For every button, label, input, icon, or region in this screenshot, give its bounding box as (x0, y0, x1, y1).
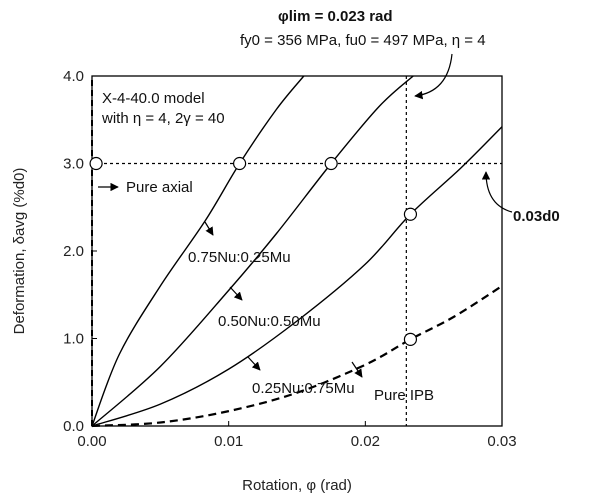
series-025nu-075mu (91, 126, 503, 427)
x-tick-label: 0.00 (77, 433, 106, 450)
y-tick-label: 1.0 (63, 331, 84, 348)
arrow-phi-lim (414, 53, 453, 100)
model-label-line2: with η = 4, 2γ = 40 (101, 110, 225, 127)
arrow-050 (229, 286, 243, 301)
x-tick-label: 0.01 (214, 433, 243, 450)
model-label-line1: X-4-40.0 model (102, 90, 205, 107)
y-tick-label: 0.0 (63, 418, 84, 435)
intersection-markers (89, 156, 418, 346)
marker-point (403, 332, 418, 346)
series-pure-ipb (91, 285, 503, 428)
series-075nu-025mu (91, 75, 305, 427)
marker-point (233, 156, 247, 171)
y-tick-label: 4.0 (63, 68, 84, 85)
y-axis-ticks: 0.0 1.0 2.0 3.0 4.0 (63, 68, 97, 435)
label-025: 0.25Nu:0.75Mu (252, 380, 355, 397)
series-050nu-050mu (91, 75, 414, 427)
label-075: 0.75Nu:0.25Mu (188, 249, 291, 266)
arrow-025 (247, 356, 261, 371)
arrow-075 (204, 221, 214, 236)
y-axis-title: Deformation, δavg (%d0) (11, 168, 28, 335)
marker-point (89, 156, 103, 171)
x-tick-label: 0.02 (351, 433, 380, 450)
arrow-ipb (351, 361, 363, 378)
y-tick-label: 2.0 (63, 243, 84, 260)
x-axis-title: Rotation, φ (rad) (242, 477, 352, 494)
x-axis-ticks: 0.00 0.01 0.02 0.03 (77, 421, 517, 450)
material-label: fy0 = 356 MPa, fu0 = 497 MPa, η = 4 (240, 32, 486, 49)
x-tick-label: 0.03 (487, 433, 516, 450)
marker-point (403, 207, 418, 221)
label-ipb: Pure IPB (374, 387, 434, 404)
arrow-deform-lim (481, 171, 513, 213)
deform-lim-label: 0.03d0 (513, 208, 560, 225)
label-pure-axial: Pure axial (126, 179, 193, 196)
y-tick-label: 3.0 (63, 156, 84, 173)
marker-point (324, 156, 338, 171)
label-050: 0.50Nu:0.50Mu (218, 313, 321, 330)
phi-lim-label: φlim = 0.023 rad (278, 8, 393, 25)
